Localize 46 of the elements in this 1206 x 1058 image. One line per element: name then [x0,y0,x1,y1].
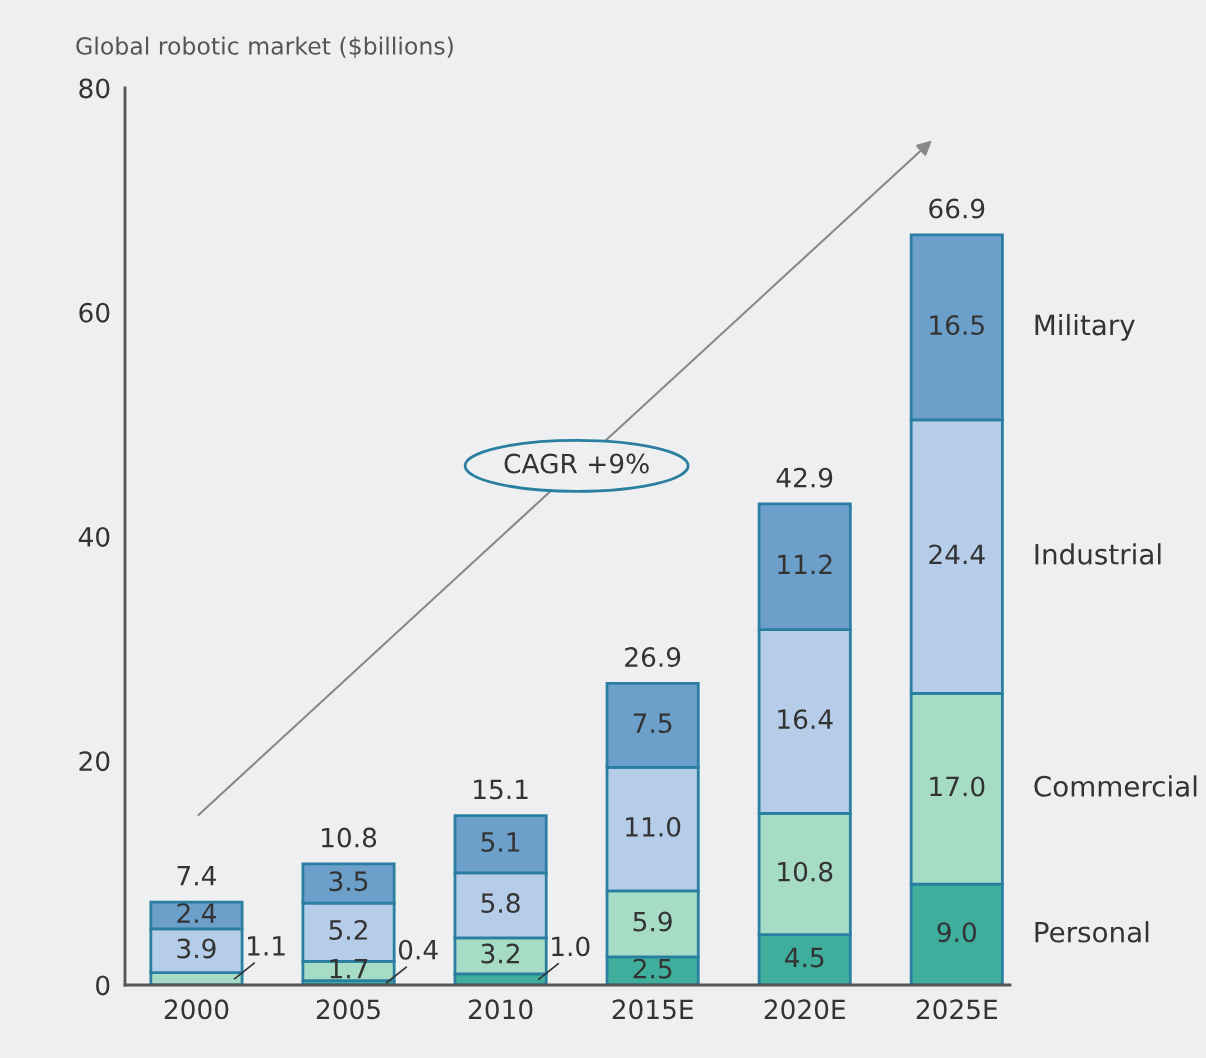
total-label: 15.1 [474,779,528,800]
data-label: 4.5 [785,947,824,968]
total-label: 10.8 [322,827,377,848]
data-label: 1.7 [330,959,368,979]
data-label: 2.5 [633,958,672,979]
x-tick-label: 2015E [612,999,693,1020]
data-label: 5.8 [481,893,520,914]
data-label: 0.4 [398,939,438,960]
series-label: Personal [1035,921,1149,943]
y-axis-title: Global robotic market ($billions) [76,36,453,58]
annotation: CAGR +9% [504,453,649,474]
x-tick-label: 2020E [764,999,845,1020]
data-label: 3.5 [329,871,368,892]
y-tick-label: 60 [79,302,110,323]
y-tick-label: 0 [96,975,110,996]
y-tick-label: 20 [79,751,110,772]
y-tick-label: 80 [79,78,110,99]
x-tick-label: 2010 [468,999,533,1020]
y-tick-label: 40 [78,526,110,547]
data-label: 17.0 [930,776,985,797]
data-label: 5.2 [329,920,367,940]
series-label: Industrial [1035,543,1161,565]
total-label: 26.9 [625,647,681,668]
data-label: 11.2 [778,554,832,575]
data-label: 3.2 [481,943,519,964]
data-label: 9.0 [937,922,977,943]
data-label: 2.4 [177,903,216,923]
total-label: 7.4 [177,866,216,886]
data-label: 5.1 [481,832,520,852]
data-label: 24.4 [929,544,985,564]
data-label: 7.5 [633,713,672,734]
total-label: 66.9 [929,198,985,219]
x-tick-label: 2000 [164,999,229,1020]
data-label: 16.4 [778,709,833,730]
data-label: 1.0 [552,936,590,957]
total-label: 42.9 [776,467,833,488]
data-label: 16.5 [930,315,984,336]
data-label: 3.9 [177,938,216,959]
x-tick-label: 2005 [316,999,380,1020]
data-label: 10.8 [778,861,833,882]
series-label: Commercial [1034,775,1197,797]
series-label: Military [1035,313,1135,341]
x-tick-label: 2025E [916,999,997,1020]
data-label: 11.0 [626,816,681,837]
data-label: 1.1 [248,936,285,956]
data-label: 5.9 [633,911,672,932]
